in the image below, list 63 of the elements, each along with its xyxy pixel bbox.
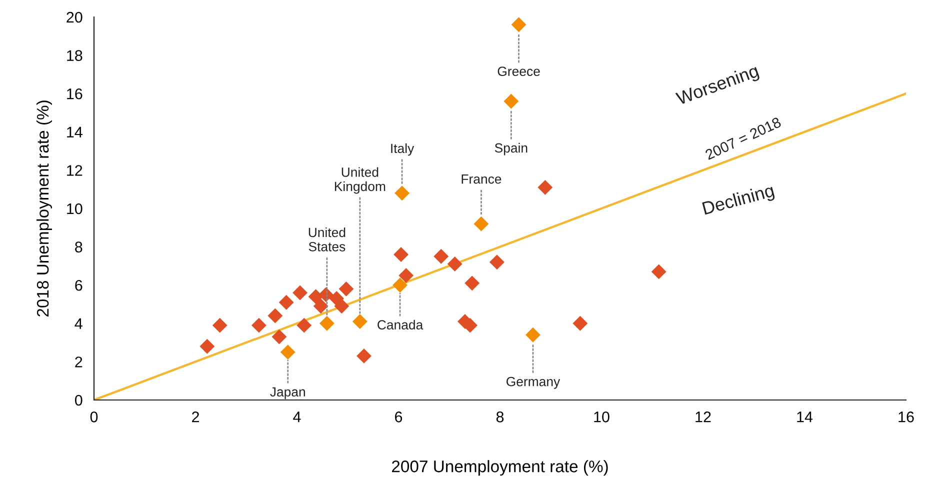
x-tick-label: 2 [192,412,199,422]
point [511,17,526,32]
point [526,327,540,342]
y-tick-label: 12 [67,165,82,176]
y-tick-label: 16 [67,88,82,100]
point [278,294,294,310]
y-tick-label: 10 [67,203,82,214]
annotation: Canada [378,320,424,330]
point [572,316,588,331]
point [538,180,553,195]
y-tick-label: 20 [66,12,82,23]
point [313,298,328,314]
annotation: Germany [506,376,560,389]
point [651,264,666,280]
x-tick-label: 10 [594,412,610,422]
annotation: United States [308,227,346,252]
point [447,256,462,272]
x-tick-label: 0 [90,412,98,422]
annotation: Declining [702,183,776,218]
point [394,246,409,262]
point [251,318,266,333]
x-axis-title: 2007 Unemployment rate (%) [392,460,608,476]
point [392,278,408,293]
point [434,248,449,264]
annotation: Italy [391,143,414,156]
annotation: 2007 = 2018 [704,116,782,160]
x-tick-label: 12 [696,412,711,422]
point [356,348,372,364]
y-tick-label: 0 [74,394,82,406]
point [338,281,354,296]
point [504,94,519,109]
point [394,186,410,201]
point [212,318,228,333]
y-axis-title: 2018 Unemployment rate (%) [36,100,52,316]
point [268,308,283,324]
point [292,285,308,300]
x-tick-label: 16 [898,412,914,422]
annotation: Spain [494,142,528,156]
y-tick-label: 8 [75,242,82,252]
point [474,216,489,232]
x-tick-label: 6 [395,412,402,422]
point [352,314,368,329]
x-tick-label: 4 [293,412,301,422]
point [280,344,296,360]
annotation: France [462,174,502,184]
y-tick-label: 18 [67,50,82,61]
point [464,276,480,291]
point [489,254,504,270]
point [398,268,414,284]
y-tick-label: 6 [75,280,82,291]
x-tick-label: 8 [496,412,504,422]
point [296,318,312,333]
x-tick-label: 14 [797,412,813,422]
annotation: Greece [498,66,540,76]
annotation: Japan [270,387,305,400]
point [272,329,287,344]
y-tick-label: 4 [74,318,82,329]
point [319,316,334,331]
annotation: United Kingdom [334,167,386,194]
point [334,298,350,314]
y-tick-label: 14 [67,126,82,138]
point [200,338,215,354]
y-tick-label: 2 [75,356,82,368]
